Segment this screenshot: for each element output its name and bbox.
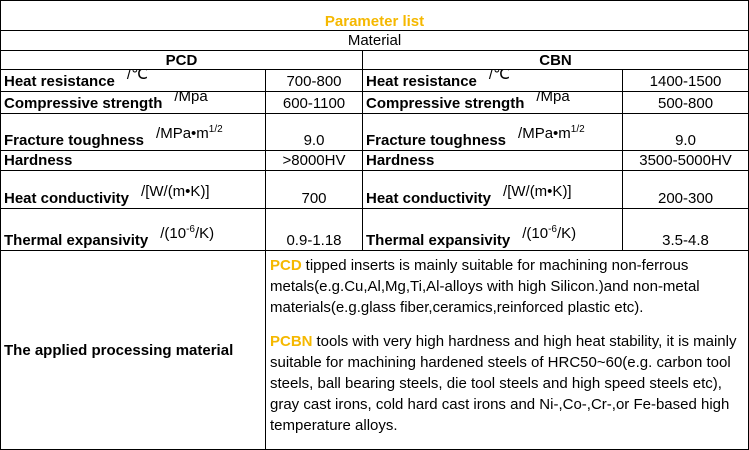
unit-text: /MPa•m [518,125,571,142]
unit-text: /(10 [160,225,187,242]
parameter-value: 3.5-4.8 [621,208,749,251]
unit-superscript: 1/2 [208,124,223,135]
parameter-value: 700 [265,170,363,209]
paragraph: PCD tipped inserts is mainly suitable for… [270,255,744,318]
parameter-value: >8000HV [265,150,363,171]
material-header: Material [0,30,749,51]
row: Thermal expansivity/(10-6/K) 0.9-1.18 Ther… [0,208,749,251]
applied-label: The applied processing material [0,250,266,450]
unit-superscript: 1/2 [570,124,585,135]
parameter-unit: /℃ [488,69,510,84]
parameter-value: 0.9-1.18 [265,208,363,251]
row: Heat conductivity/[W/(m•K)] 700 Heat condu… [0,170,749,209]
parameter-unit: /Mpa [174,91,208,106]
parameter-unit: /Mpa [536,91,570,106]
parameter-name: Compressive strength [4,95,163,112]
parameter-name: Heat resistance [4,73,115,90]
unit-text: /MPa•m [156,125,209,142]
title: Parameter list [0,0,749,31]
parameter-value: 500-800 [621,91,749,114]
highlight: PCBN [270,333,313,350]
parameter-label: Hardness [362,150,623,171]
unit-text: /[W/(m•K)] [141,183,210,200]
parameter-value: 700-800 [265,69,363,92]
parameter-name: Fracture toughness [4,132,145,149]
parameter-value: 9.0 [621,113,749,151]
unit-text: /[W/(m•K)] [503,183,572,200]
parameter-label: Fracture toughness/MPa•m1/2 [0,113,266,151]
parameter-label: Compressive strength/Mpa [0,91,266,114]
unit-text: /K) [195,225,215,242]
parameter-label: Compressive strength/Mpa [362,91,623,114]
parameter-label: Thermal expansivity /(10-6/K) [0,208,266,251]
parameter-label: Heat resistance /℃ [0,69,266,92]
parameter-unit: /[W/(m•K)] [503,183,572,200]
parameter-name: Heat resistance [366,73,477,90]
unit-text: /(10 [522,225,549,242]
parameter-label: Thermal expansivity /(10-6/K) [362,208,623,251]
unit-text: /K) [557,225,577,242]
highlight: PCD [270,257,302,274]
group-header: CBN [361,50,749,70]
parameter-value: 600-1100 [265,91,363,114]
parameter-name: Thermal expansivity [366,232,511,249]
parameter-value: 9.0 [265,113,363,151]
unit-superscript: -6 [548,224,557,235]
row: Hardness >8000HV Hardness 3500-5000HV [0,150,749,171]
parameter-value: 3500-5000HV [621,150,749,171]
parameter-name: Heat conductivity [366,190,492,207]
paragraph: PCBN tools with very high hardness and hi… [270,331,744,436]
row: Heat resistance/℃ 700-800 Heat resistance /… [0,69,749,92]
parameter-name: Heat conductivity [4,190,130,207]
parameter-unit: /MPa•m1/2 [518,124,585,142]
unit-superscript: -6 [186,224,195,235]
group-header: PCD [0,50,363,70]
unit-text: /Mpa [174,91,208,106]
applied-row: The applied processing material PCD tipped… [0,250,749,450]
parameter-label: Fracture toughness/MPa•m1/2 [362,113,623,151]
parameter-value: 1400-1500 [621,69,749,92]
parameter-label: Heat conductivity /[W/(m•K)] [0,170,266,209]
parameter-name: Fracture toughness [366,132,507,149]
row: Compressive strength/Mpa 600-1100 Compress… [0,91,749,114]
paragraph-text: tipped inserts is mainly suitable for ma… [270,257,700,316]
paragraph-text: tools with very high hardness and high h… [270,333,737,434]
parameter-name: Thermal expansivity [4,232,149,249]
parameter-unit: /(10-6/K) [160,224,215,242]
parameter-unit: /MPa•m1/2 [156,124,223,142]
unit-text: /Mpa [536,91,570,106]
unit-text: /℃ [488,69,510,84]
parameter-value: 200-300 [621,170,749,209]
parameter-name: Compressive strength [366,95,525,112]
parameter-name: Hardness [366,152,435,169]
parameter-unit: /℃ [126,69,148,84]
parameter-unit: /(10-6/K) [522,224,577,242]
parameter-label: Hardness [0,150,266,171]
unit-text: /℃ [126,69,148,84]
parameter-unit: /[W/(m•K)] [141,183,210,200]
applied-text: PCD tipped inserts is mainly suitable for… [264,250,749,450]
row: Fracture toughness/MPa•m1/2 9.0 Fracture t… [0,113,749,151]
parameter-name: Hardness [4,152,73,169]
parameter-label: Heat resistance /℃ [362,69,623,92]
parameter-label: Heat conductivity /[W/(m•K)] [362,170,623,209]
